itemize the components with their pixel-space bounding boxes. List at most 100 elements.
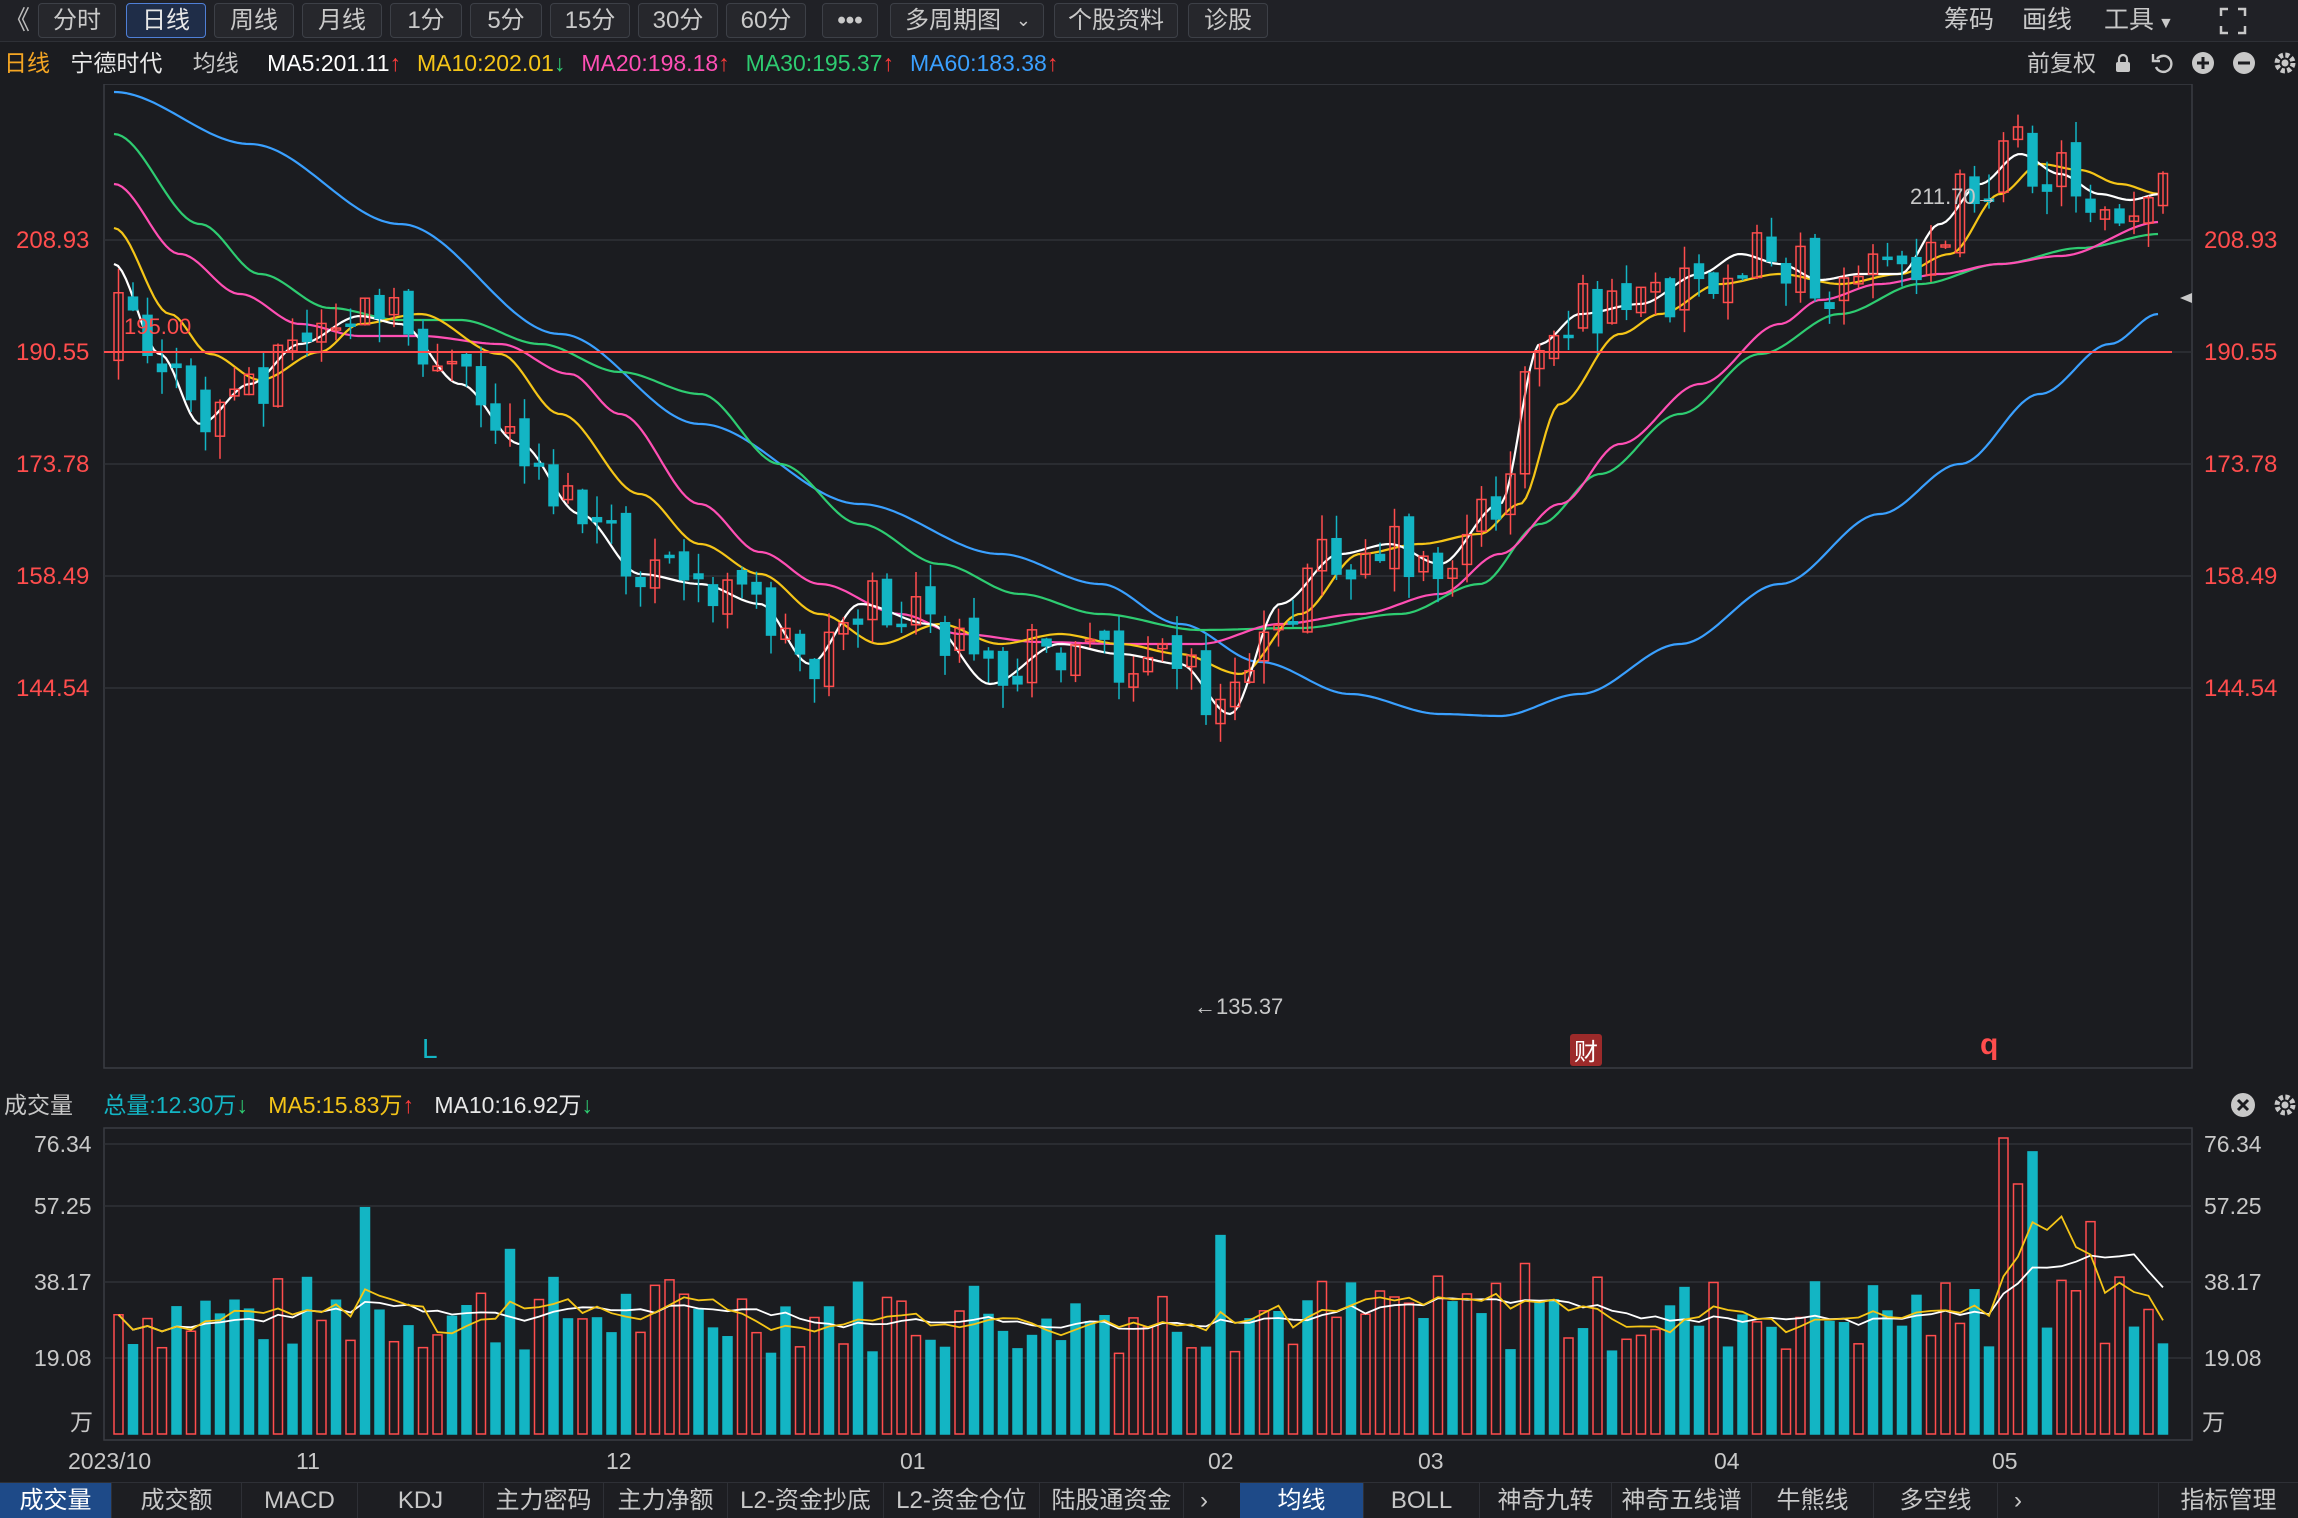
marker-L[interactable]: L: [422, 1033, 438, 1064]
scroll-right-icon[interactable]: ›: [2014, 1487, 2022, 1514]
tab-l2-bottom-fishing[interactable]: L2-资金抄底: [728, 1483, 884, 1518]
tab-macd[interactable]: MACD: [242, 1483, 358, 1518]
candle-body: [1592, 288, 1603, 334]
candle-body: [533, 462, 545, 467]
tab-l2-position[interactable]: L2-资金仓位: [884, 1483, 1040, 1518]
candle-body: [1679, 267, 1690, 311]
more-periods-button[interactable]: •••: [822, 3, 878, 38]
draw-line-button[interactable]: 画线: [2022, 6, 2073, 34]
candle-body: [751, 581, 762, 595]
volume-bar: [925, 1339, 936, 1435]
candle-body: [1186, 654, 1197, 668]
ma-label[interactable]: 均线: [192, 50, 239, 76]
tab-boll[interactable]: BOLL: [1364, 1483, 1480, 1518]
adjust-dropdown[interactable]: 前复权: [2027, 50, 2097, 76]
volume-bar: [1345, 1282, 1357, 1435]
candle-body: [1302, 567, 1313, 633]
tab-60min[interactable]: 60分: [726, 3, 806, 38]
volume-bar: [1461, 1293, 1473, 1435]
indicator-management-button[interactable]: 指标管理: [2158, 1483, 2298, 1518]
candle-body: [693, 573, 704, 580]
candle-body: [1548, 334, 1560, 360]
tab-30min[interactable]: 30分: [638, 3, 718, 38]
candle-body: [1461, 533, 1473, 566]
tab-magic-nine[interactable]: 神奇九转: [1480, 1483, 1612, 1518]
volume-bar: [1287, 1343, 1299, 1435]
volume-bar: [809, 1316, 820, 1435]
ma20-line: [113, 182, 2159, 646]
tab-main-force-net[interactable]: 主力净额: [604, 1483, 728, 1518]
y-tick-label: 158.49: [16, 563, 89, 590]
gear-icon[interactable]: [2272, 44, 2298, 82]
tab-monthly[interactable]: 月线: [302, 3, 382, 38]
volume-bar: [519, 1349, 530, 1435]
volume-bar: [1751, 1321, 1763, 1435]
multi-period-dropdown[interactable]: 多周期图 ⌄: [890, 3, 1044, 38]
tab-intraday[interactable]: 分时: [38, 3, 116, 38]
tools-dropdown[interactable]: 工具 ▼: [2104, 3, 2174, 38]
tab-daily[interactable]: 日线: [126, 3, 206, 38]
zoom-out-icon[interactable]: [2232, 44, 2256, 82]
scroll-right-icon[interactable]: ›: [1200, 1487, 1208, 1514]
top-toolbar: 《 分时 日线 周线 月线 1分 5分 15分 30分 60分 ••• 多周期图…: [0, 0, 2298, 42]
volume-title[interactable]: 成交量: [4, 1092, 73, 1118]
tab-magic-five-lines[interactable]: 神奇五线谱: [1612, 1483, 1752, 1518]
stock-name[interactable]: 宁德时代: [70, 50, 163, 76]
tab-long-short-line[interactable]: 多空线: [1874, 1483, 1998, 1518]
candle-body: [649, 559, 661, 589]
volume-bar: [2128, 1326, 2140, 1435]
volume-bar: [533, 1298, 545, 1435]
volume-bar: [1229, 1350, 1241, 1435]
lock-icon[interactable]: [2112, 44, 2134, 82]
tab-bull-bear-line[interactable]: 牛熊线: [1752, 1483, 1874, 1518]
candle-body: [1751, 232, 1763, 279]
tab-5min[interactable]: 5分: [470, 3, 542, 38]
marker-q[interactable]: q: [1980, 1028, 1998, 1061]
undo-icon[interactable]: [2151, 44, 2175, 82]
stock-info-button[interactable]: 个股资料: [1054, 3, 1178, 38]
volume-bar: [316, 1319, 327, 1435]
candle-body: [1026, 629, 1038, 684]
volume-bar: [1853, 1343, 1864, 1435]
ma-legend-item: MA5:201.11: [267, 50, 390, 76]
candle-body: [446, 360, 458, 365]
diagnose-button[interactable]: 诊股: [1188, 3, 1268, 38]
volume-bar: [1621, 1338, 1632, 1435]
date-label: 12: [606, 1448, 632, 1474]
candle-body: [461, 353, 472, 367]
earnings-marker: 财: [1574, 1038, 1598, 1066]
candle-body: [301, 332, 313, 343]
candle-body: [1070, 644, 1081, 677]
close-icon[interactable]: [2230, 1092, 2262, 1118]
tab-volume[interactable]: 成交量: [0, 1483, 112, 1518]
tab-15min[interactable]: 15分: [550, 3, 630, 38]
candle-body: [1737, 275, 1748, 279]
tab-weekly[interactable]: 周线: [214, 3, 294, 38]
volume-bar: [1925, 1334, 1937, 1435]
volume-bar: [2099, 1342, 2111, 1435]
kline-chart[interactable]: 195.00 211.70→ ←135.37 208.93 190.55 173.7…: [0, 84, 2298, 1084]
collapse-icon[interactable]: 《: [4, 5, 31, 35]
candle-body: [156, 363, 168, 373]
volume-bar: [2027, 1151, 2038, 1435]
tab-1min[interactable]: 1分: [390, 3, 462, 38]
chips-button[interactable]: 筹码: [1944, 6, 1995, 34]
volume-bar: [1969, 1289, 1980, 1435]
candle-body: [678, 551, 690, 581]
volume-chart[interactable]: 76.34 57.25 38.17 19.08 76.34 57.25 38.17 19.0…: [0, 1124, 2298, 1442]
candle-body: [490, 403, 501, 431]
tab-turnover[interactable]: 成交额: [112, 1483, 242, 1518]
zoom-in-icon[interactable]: [2191, 44, 2215, 82]
earnings-marker-bg[interactable]: [1570, 1034, 1602, 1066]
volume-y-tick-label: 38.17: [2204, 1269, 2262, 1295]
tab-main-force-code[interactable]: 主力密码: [484, 1483, 604, 1518]
tab-ma[interactable]: 均线: [1240, 1483, 1364, 1518]
fullscreen-icon[interactable]: [2218, 3, 2248, 38]
tab-northbound[interactable]: 陆股通资金: [1040, 1483, 1184, 1518]
volume-gear-icon[interactable]: [2272, 1092, 2298, 1118]
volume-bar: [635, 1331, 646, 1435]
volume-bar: [591, 1317, 603, 1435]
volume-bar: [2143, 1308, 2154, 1435]
volume-bar: [1041, 1318, 1052, 1435]
tab-kdj[interactable]: KDJ: [358, 1483, 484, 1518]
